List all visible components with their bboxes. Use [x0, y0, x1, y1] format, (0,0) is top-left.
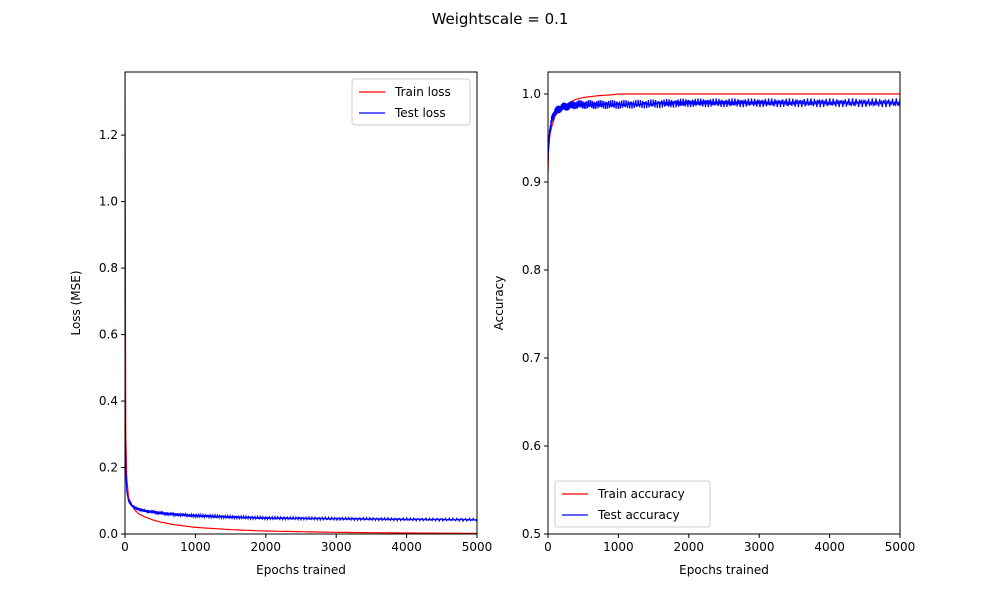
y-tick-label: 0.6 — [522, 439, 541, 453]
figure-title: Weightscale = 0.1 — [432, 10, 569, 28]
plot-area — [548, 93, 900, 174]
legend-label: Test accuracy — [597, 508, 680, 522]
x-tick-label: 2000 — [674, 540, 705, 554]
axes-frame — [547, 71, 901, 535]
y-tick-label: 0.5 — [522, 527, 541, 541]
legend-label: Train accuracy — [597, 487, 685, 501]
y-tick-label: 0.9 — [522, 175, 541, 189]
x-axis-label: Epochs trained — [679, 563, 769, 577]
plot-area — [125, 72, 477, 534]
x-tick-label: 4000 — [814, 540, 845, 554]
x-tick-label: 5000 — [885, 540, 916, 554]
legend: Train loss Test loss — [351, 78, 471, 126]
x-tick-label: 0 — [544, 540, 552, 554]
x-tick-label: 1000 — [603, 540, 634, 554]
y-tick-label: 0.8 — [99, 261, 118, 275]
accuracy-plot: 0 1000 2000 3000 4000 5000 0.5 0.6 0.7 0.8 0.9 1.0 E… — [492, 71, 916, 577]
y-tick-label: 1.2 — [99, 128, 118, 142]
x-tick-label: 3000 — [321, 540, 352, 554]
y-tick-label: 0.7 — [522, 351, 541, 365]
y-axis-label: Loss (MSE) — [69, 270, 83, 335]
y-tick-label: 0.8 — [522, 263, 541, 277]
loss-plot: 0 1000 2000 3000 4000 5000 0.0 0.2 0.4 0.6 0.8 1.0 1… — [69, 71, 493, 577]
legend: Train accuracy Test accuracy — [554, 480, 711, 528]
x-tick-label: 5000 — [462, 540, 493, 554]
x-axis-label: Epochs trained — [256, 563, 346, 577]
y-tick-label: 1.0 — [99, 195, 118, 209]
series-line-train-loss — [125, 72, 477, 534]
legend-label: Train loss — [394, 85, 451, 99]
x-tick-label: 4000 — [391, 540, 422, 554]
series-line-test-accuracy — [548, 98, 900, 160]
y-tick-label: 0.0 — [99, 527, 118, 541]
legend-box — [554, 480, 711, 528]
legend-label: Test loss — [394, 106, 446, 120]
x-tick-label: 2000 — [251, 540, 282, 554]
y-tick-label: 0.6 — [99, 328, 118, 342]
x-tick-label: 0 — [121, 540, 129, 554]
y-tick-label: 0.4 — [99, 394, 118, 408]
y-tick-label: 1.0 — [522, 87, 541, 101]
x-tick-label: 1000 — [180, 540, 211, 554]
y-axis-label: Accuracy — [492, 276, 506, 331]
series-line-test-loss — [125, 387, 477, 523]
axes-frame — [124, 71, 478, 535]
x-tick-label: 3000 — [744, 540, 775, 554]
y-tick-label: 0.2 — [99, 461, 118, 475]
